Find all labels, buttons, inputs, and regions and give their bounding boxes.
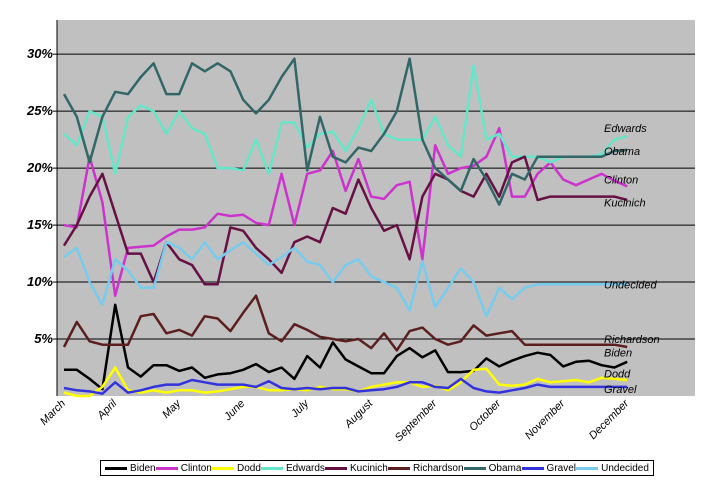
legend-swatch	[387, 466, 410, 470]
legend-label: Clinton	[180, 462, 212, 474]
end-labels: Edwards Obama Clinton Kucinich Undecided Rich…	[604, 123, 660, 396]
legend-item-gravel: Gravel	[521, 462, 576, 474]
x-tick-label: June	[221, 398, 247, 424]
x-tick-label: October	[467, 397, 504, 434]
end-label-biden: Biden	[604, 348, 632, 360]
legend-swatch	[105, 466, 128, 470]
legend-swatch	[325, 466, 348, 470]
end-label-kucinich: Kucinich	[604, 197, 646, 209]
legend-label: Gravel	[546, 462, 576, 474]
series-line-undecided	[63, 240, 628, 318]
plot-area	[57, 20, 695, 396]
legend-label: Richardson	[412, 462, 464, 474]
legend-label: Biden	[130, 462, 156, 474]
series-line-edwards	[63, 64, 628, 176]
legend-item-dodd: Dodd	[211, 462, 261, 474]
x-tick-label: December	[587, 397, 632, 442]
y-tick-label: 5%	[34, 331, 53, 346]
legend-item-biden: Biden	[105, 463, 156, 474]
end-label-richardson: Richardson	[604, 334, 660, 346]
end-label-undecided: Undecided	[604, 279, 657, 291]
legend-item-undecided: Undecided	[576, 463, 649, 474]
series-line-obama	[62, 57, 628, 206]
legend-item-kucinich: Kucinich	[325, 463, 388, 474]
legend-label: Undecided	[601, 462, 649, 474]
y-tick-label: 20%	[26, 160, 53, 175]
chart: 5% 10% 15% 20% 25% 30% Edwards Obama Clinton Kuc…	[26, 20, 695, 445]
x-tick-label: March	[38, 398, 68, 428]
legend-label: Dodd	[236, 462, 261, 474]
x-tick-label: May	[160, 397, 184, 421]
series-line-richardson	[62, 294, 628, 352]
end-label-clinton: Clinton	[604, 175, 638, 187]
series-lines	[62, 57, 628, 398]
y-tick-label: 10%	[27, 274, 53, 289]
legend-item-edwards: Edwards	[261, 463, 325, 474]
series-line-gravel	[63, 377, 628, 395]
x-tick-label: April	[95, 397, 120, 422]
x-axis-ticks: March April May June July August September Octo…	[38, 397, 632, 445]
legend-swatch	[576, 466, 599, 470]
legend-item-obama: Obama	[463, 462, 522, 474]
x-tick-label: August	[342, 397, 376, 431]
y-tick-label: 15%	[27, 217, 53, 232]
legend: Biden Clinton Dodd Edwards Kucinich Richardso…	[100, 460, 654, 476]
end-label-obama: Obama	[604, 146, 640, 158]
legend-label: Edwards	[286, 462, 325, 474]
legend-swatch	[211, 466, 234, 470]
series-line-biden	[64, 303, 628, 391]
legend-swatch	[463, 466, 486, 470]
legend-item-richardson: Richardson	[387, 462, 464, 474]
legend-label: Obama	[488, 462, 522, 474]
legend-label: Kucinich	[350, 462, 388, 474]
x-tick-label: September	[393, 397, 440, 444]
end-label-dodd: Dodd	[604, 368, 631, 380]
x-tick-label: November	[523, 397, 568, 442]
x-tick-label: July	[288, 397, 312, 421]
y-tick-label: 30%	[27, 46, 53, 61]
legend-swatch	[155, 466, 178, 470]
y-axis-ticks: 5% 10% 15% 20% 25% 30%	[26, 46, 57, 346]
end-label-gravel: Gravel	[604, 384, 637, 396]
end-label-edwards: Edwards	[604, 123, 647, 135]
legend-swatch	[261, 466, 283, 470]
y-tick-label: 25%	[26, 103, 53, 118]
legend-item-clinton: Clinton	[155, 462, 212, 474]
legend-swatch	[521, 466, 544, 470]
